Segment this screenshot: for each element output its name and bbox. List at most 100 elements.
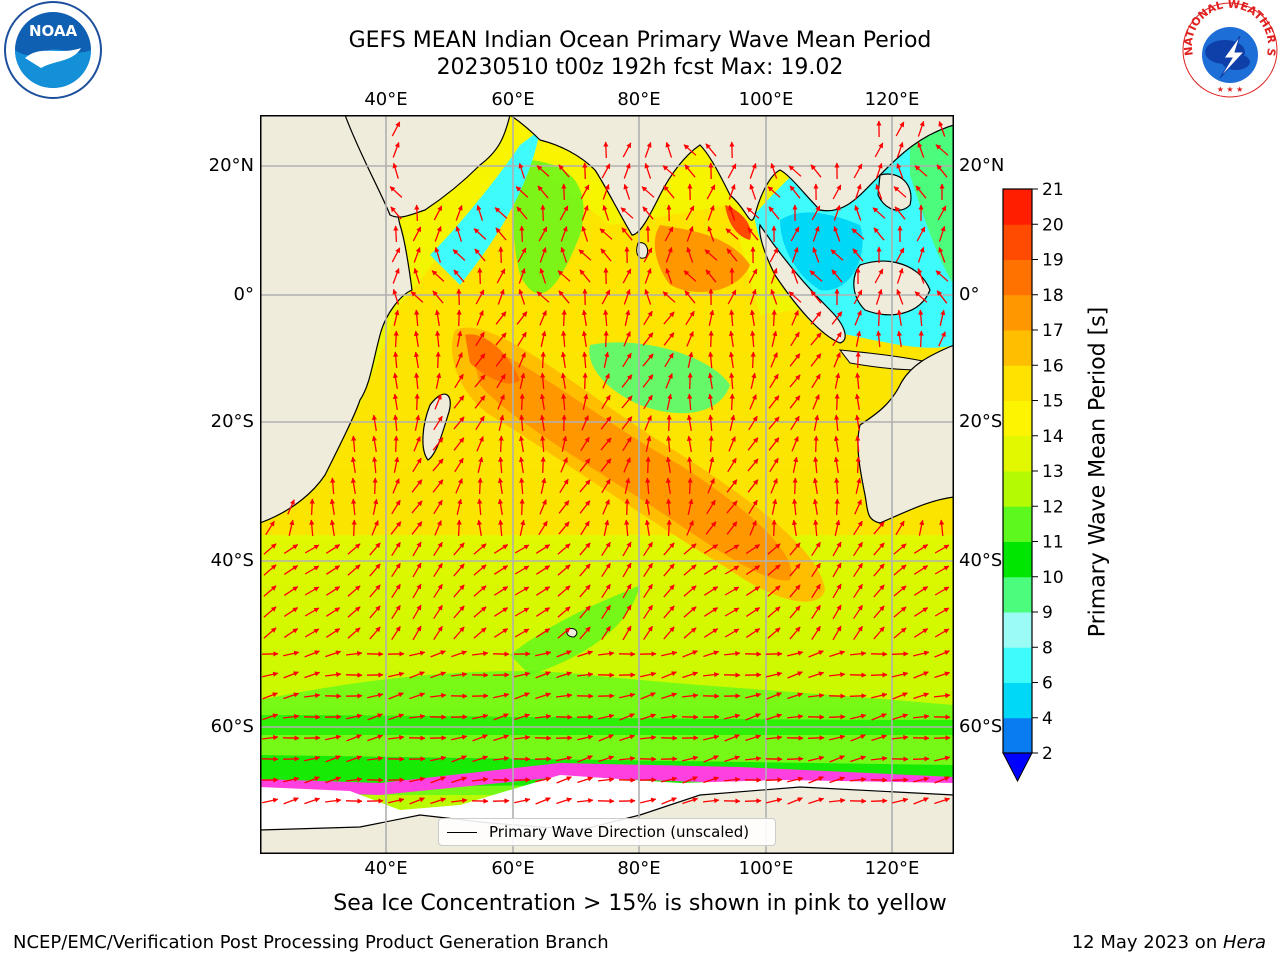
wave-arrow — [725, 228, 739, 240]
wave-arrow — [896, 330, 903, 348]
wave-arrow — [808, 671, 825, 679]
wave-arrow — [325, 544, 341, 554]
wave-arrow — [876, 309, 882, 327]
wave-arrow — [686, 331, 694, 347]
wave-arrow — [854, 183, 862, 200]
wave-arrow — [453, 542, 465, 556]
wave-arrow — [661, 797, 677, 805]
wave-arrow — [767, 606, 781, 618]
colorbar-under-triangle — [1002, 752, 1033, 783]
wave-arrow — [726, 521, 738, 535]
wave-arrow — [682, 755, 699, 762]
wave-arrow — [603, 330, 609, 348]
wave-arrow — [810, 311, 822, 325]
wave-arrow — [580, 436, 590, 452]
wave-arrow — [304, 586, 320, 596]
wave-arrow — [263, 543, 277, 555]
wave-arrow — [304, 565, 320, 575]
wave-arrow — [894, 206, 906, 220]
wave-arrow — [539, 499, 547, 515]
wave-arrow — [849, 693, 867, 699]
colorbar-tick-label: 6 — [1042, 674, 1053, 694]
wave-arrow — [620, 207, 634, 219]
wave-arrow — [325, 734, 342, 741]
wave-arrow — [287, 499, 295, 515]
wave-arrow — [581, 205, 589, 221]
wave-arrow — [392, 162, 399, 179]
wave-arrow — [472, 651, 489, 657]
wave-arrow — [556, 693, 573, 699]
wave-arrow — [829, 734, 846, 741]
wave-arrow — [686, 246, 694, 263]
wave-arrow — [687, 372, 693, 390]
wave-arrow — [578, 249, 592, 261]
wave-arrow — [412, 457, 422, 473]
wave-arrow — [640, 735, 657, 741]
wave-arrow — [747, 227, 759, 241]
wave-arrow — [369, 563, 381, 577]
wave-arrow — [621, 374, 633, 388]
wave-arrow — [477, 477, 483, 495]
colorbar-segment — [1003, 541, 1032, 578]
wave-arrow — [432, 437, 444, 451]
wave-arrow — [514, 797, 531, 804]
wave-arrow — [519, 393, 525, 411]
wave-arrow — [579, 542, 591, 556]
wave-arrow — [347, 585, 361, 597]
wave-arrow — [262, 735, 279, 741]
wave-arrow — [833, 456, 840, 474]
wave-arrow — [875, 184, 883, 200]
wave-arrow — [933, 735, 951, 741]
wave-arrow — [787, 797, 803, 805]
wave-arrow — [622, 142, 632, 158]
wave-arrow — [519, 519, 526, 536]
wave-arrow — [727, 457, 737, 473]
wave-arrow — [682, 671, 699, 679]
wave-arrow — [703, 650, 720, 658]
wave-arrow — [412, 562, 422, 578]
wave-arrow — [474, 374, 486, 388]
wave-arrow — [456, 309, 462, 327]
wave-arrow — [430, 797, 447, 805]
wave-arrow — [892, 671, 909, 678]
wave-arrow — [393, 351, 399, 369]
wave-arrow — [853, 289, 863, 305]
wave-arrow — [393, 330, 399, 348]
wave-arrow — [641, 186, 655, 198]
wave-arrow — [729, 414, 736, 431]
wave-arrow — [600, 458, 612, 472]
wave-arrow — [451, 776, 468, 784]
wave-arrow — [581, 225, 589, 242]
wave-arrow — [664, 226, 674, 242]
wave-arrow — [561, 183, 567, 201]
wave-arrow — [412, 541, 422, 557]
colorbar-tick-label: 2 — [1042, 744, 1053, 764]
wave-arrow — [453, 395, 465, 409]
wave-arrow — [346, 755, 363, 763]
wave-arrow — [895, 520, 905, 536]
wave-arrow — [811, 583, 821, 599]
wave-arrow — [477, 498, 483, 516]
wave-arrow — [556, 671, 573, 679]
colorbar-tick-label: 9 — [1042, 603, 1053, 623]
wave-arrow — [643, 562, 653, 578]
colorbar-tick-label: 11 — [1042, 533, 1064, 553]
wave-arrow — [493, 565, 509, 575]
wave-arrow — [493, 692, 510, 699]
wave-arrow — [917, 246, 925, 263]
wave-arrow — [577, 776, 594, 784]
chart-subtitle: 20230510 t00z 192h fcst Max: 19.02 — [436, 55, 844, 80]
wave-arrow — [829, 650, 846, 658]
wave-arrow — [873, 521, 885, 535]
wave-arrow — [579, 479, 591, 493]
asia-land — [508, 115, 954, 236]
wave-arrow — [493, 713, 509, 721]
wave-arrow — [451, 672, 468, 678]
wave-arrow — [432, 458, 444, 472]
wave-arrow — [811, 373, 821, 389]
wave-arrow — [642, 353, 654, 367]
wave-arrow — [579, 500, 591, 514]
colorbar-segment — [1003, 717, 1032, 754]
wave-arrow — [453, 584, 465, 598]
wave-arrow — [811, 541, 821, 557]
